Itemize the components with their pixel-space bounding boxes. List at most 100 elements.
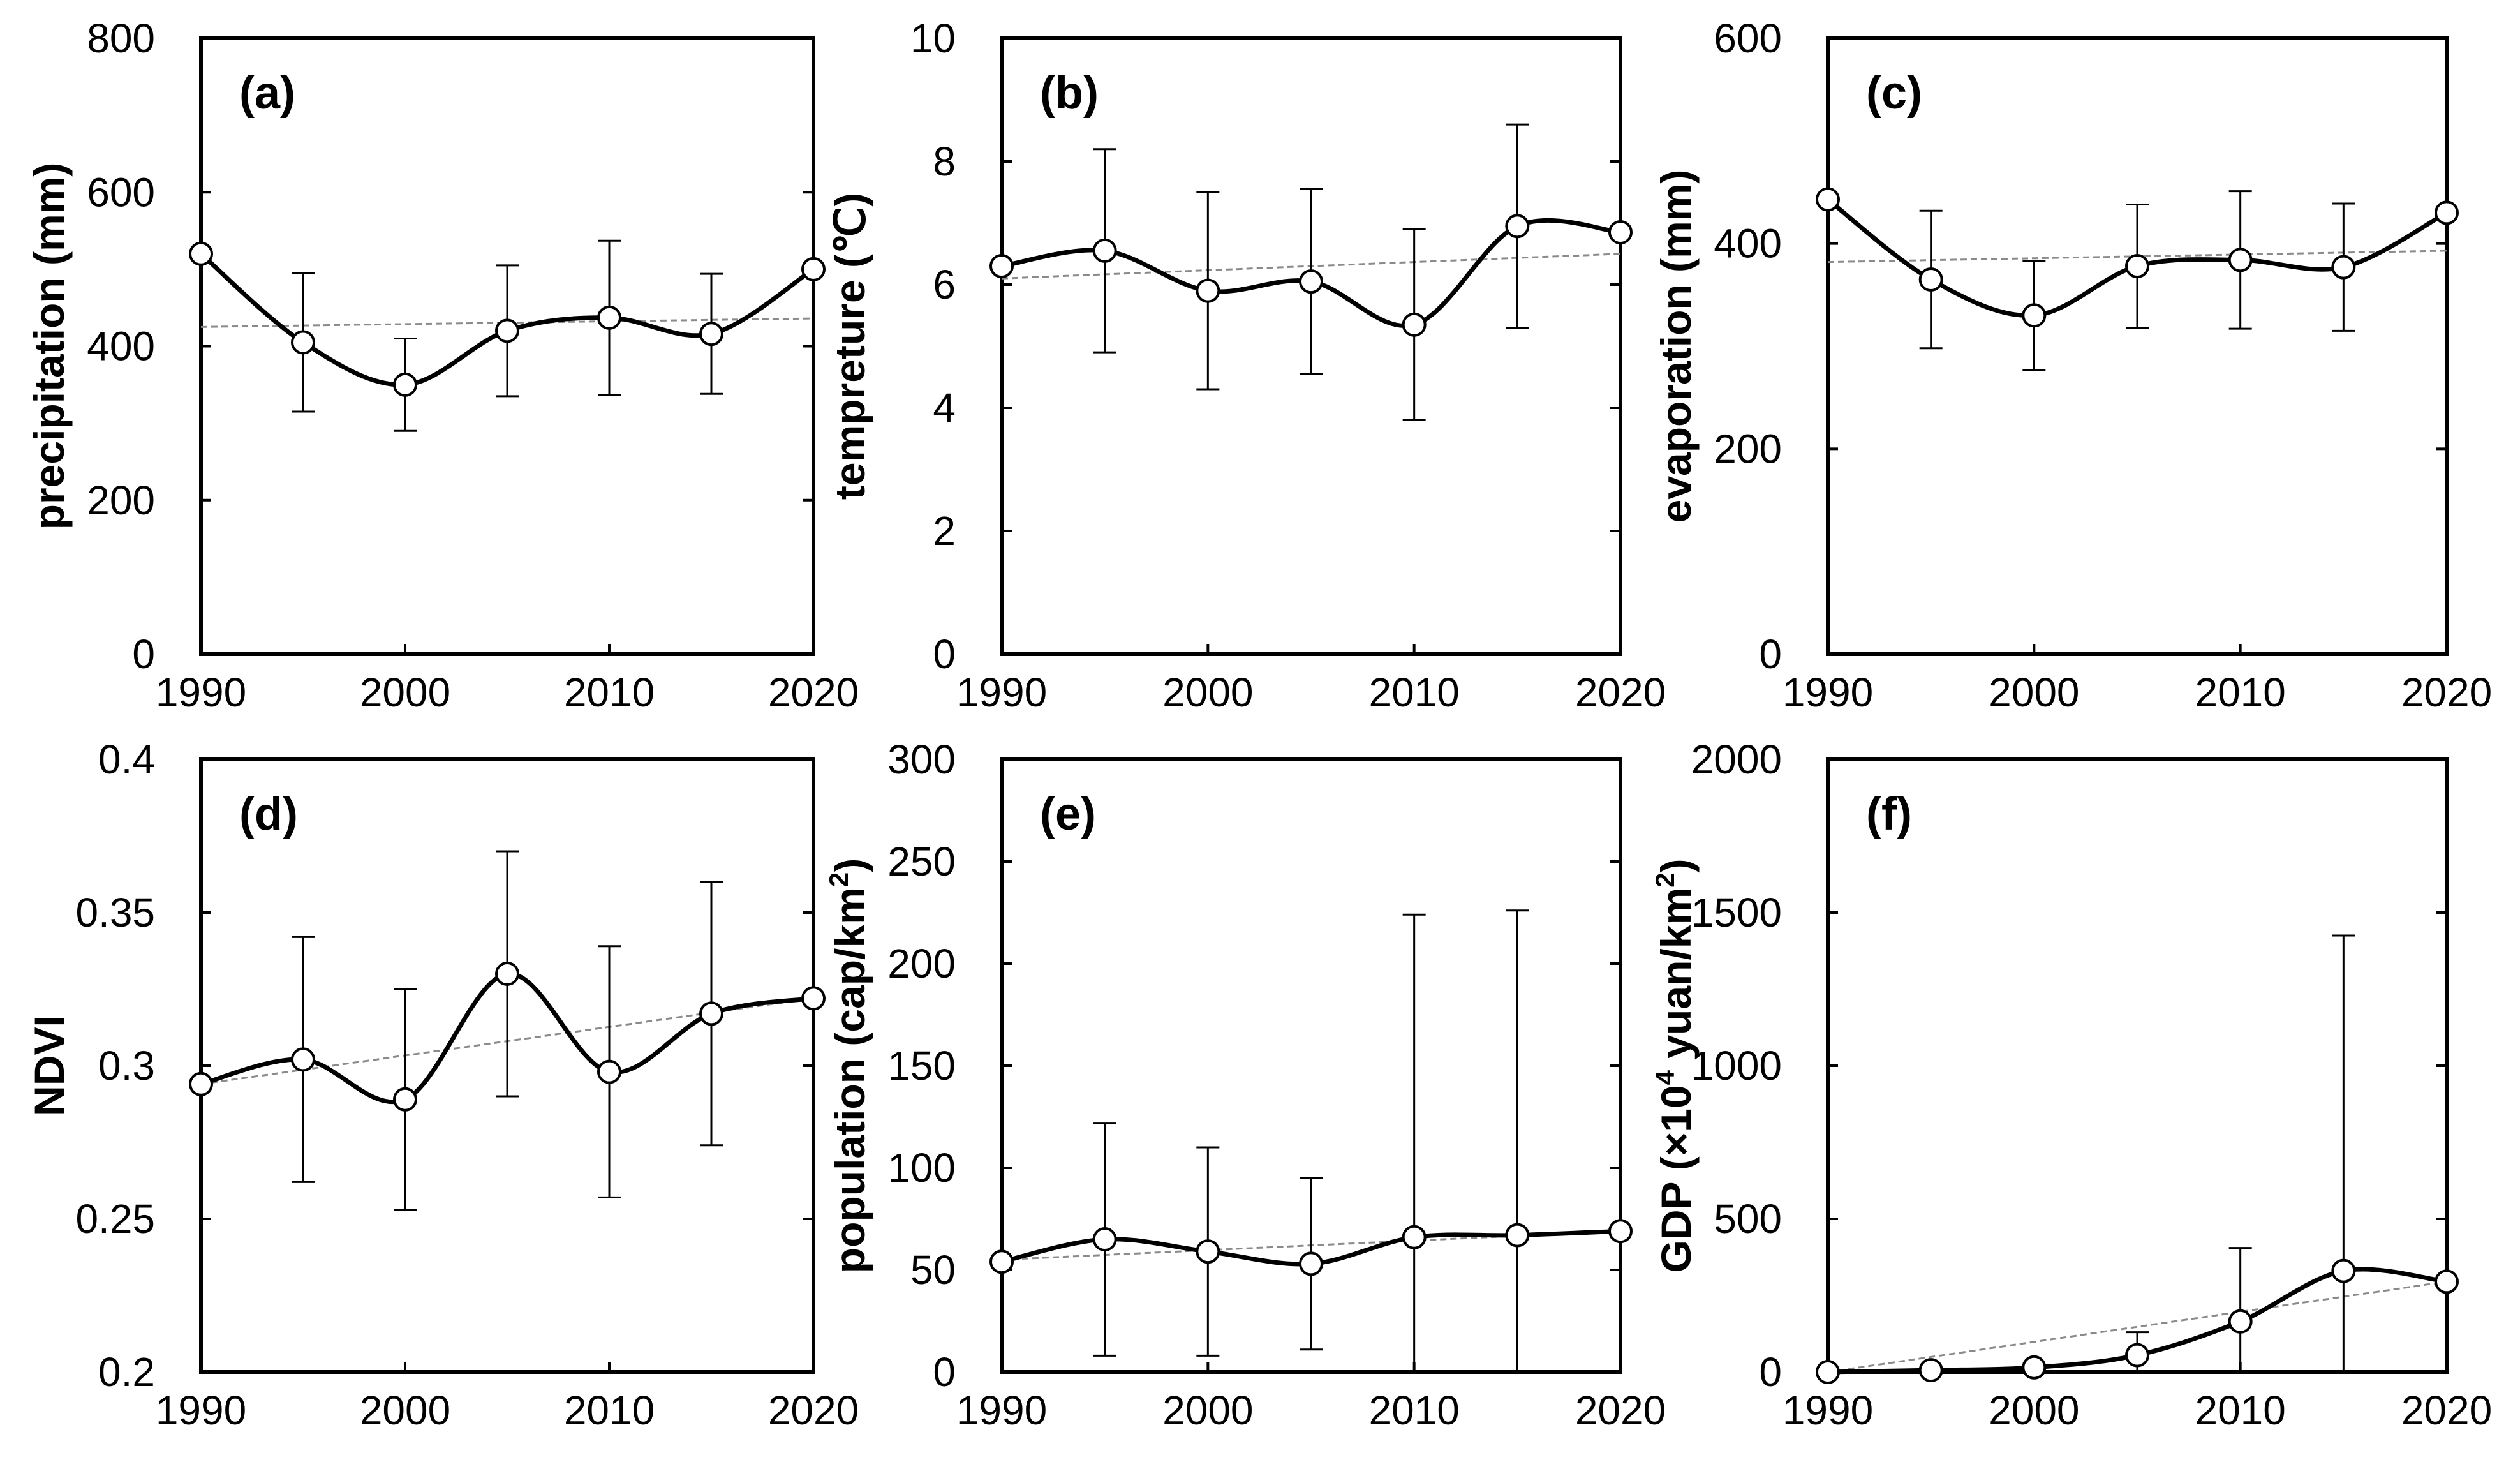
y-tick-label: 50 xyxy=(910,1247,956,1293)
x-tick-label: 2020 xyxy=(2401,1387,2492,1433)
y-tick-label: 2 xyxy=(933,508,956,554)
data-point xyxy=(2228,248,2253,272)
x-tick-label: 2000 xyxy=(360,1387,450,1433)
y-tick-label: 6 xyxy=(933,262,956,308)
y-tick-label: 100 xyxy=(887,1145,956,1191)
data-point xyxy=(699,322,723,347)
y-tick-label: 600 xyxy=(1714,15,1782,61)
y-tick-label: 800 xyxy=(87,15,155,61)
y-tick-label: 600 xyxy=(87,169,155,215)
data-point xyxy=(1816,1360,1840,1384)
data-point xyxy=(2228,1309,2253,1334)
panel-c: 0 200 400 600 1990 2000 2010 2020 evaporation (m… xyxy=(1652,15,2492,715)
x-tick-label: 1990 xyxy=(956,669,1047,715)
x-tick-label: 1990 xyxy=(956,1387,1047,1433)
x-tick-label: 1990 xyxy=(1783,669,1873,715)
panel-b: 0 2 4 6 8 10 1990 2000 2010 2020 tempreture (℃) (b) xyxy=(826,15,1666,715)
data-point xyxy=(597,1059,621,1084)
data-point xyxy=(1196,278,1220,303)
data-point xyxy=(989,1249,1014,1274)
y-tick-label: 0.4 xyxy=(98,736,155,782)
y-tick-label: 150 xyxy=(887,1043,956,1089)
y-tick-label: 0.35 xyxy=(75,890,155,936)
data-point xyxy=(801,257,826,281)
x-tick-label: 2020 xyxy=(768,669,859,715)
data-point xyxy=(1505,214,1530,239)
data-point xyxy=(801,986,826,1011)
x-tick-label: 2020 xyxy=(1575,669,1666,715)
data-point xyxy=(2331,255,2356,280)
y-tick-label: 200 xyxy=(87,477,155,523)
panel-label: (b) xyxy=(1040,68,1099,119)
y-tick-label: 250 xyxy=(887,839,956,884)
plot-frame xyxy=(1000,36,1622,656)
data-point xyxy=(1505,1223,1530,1248)
y-axis-title-sup: 2 xyxy=(824,872,854,887)
data-point xyxy=(189,241,213,266)
x-tick-label: 2010 xyxy=(2195,1387,2285,1433)
x-tick-label: 2010 xyxy=(1368,1387,1459,1433)
panel-d: 0.2 0.25 0.3 0.35 0.4 1990 2000 2010 2020 NDVI (d) xyxy=(26,736,859,1433)
panel-label: (d) xyxy=(239,789,298,840)
y-axis-title-end: ) xyxy=(1652,859,1700,873)
panel-label: (e) xyxy=(1040,789,1096,840)
x-tick-label: 2000 xyxy=(1989,1387,2079,1433)
y-tick-label: 200 xyxy=(1714,426,1782,472)
y-axis-title: population (cap/km2) xyxy=(824,858,873,1273)
y-tick-label: 500 xyxy=(1714,1196,1782,1242)
data-point xyxy=(699,1001,723,1026)
x-tick-label: 2010 xyxy=(564,669,655,715)
y-tick-label: 0 xyxy=(1759,1349,1782,1395)
x-tick-label: 1990 xyxy=(156,669,246,715)
data-point xyxy=(1402,312,1427,337)
data-point xyxy=(291,1047,315,1072)
data-point xyxy=(1196,1239,1220,1264)
y-tick-label: 0 xyxy=(933,1349,956,1395)
y-axis-title-sup2: 2 xyxy=(1650,873,1680,888)
y-tick-label: 0 xyxy=(132,631,155,677)
y-axis-title-main: population (cap/km xyxy=(826,887,873,1273)
data-point xyxy=(2435,1269,2459,1294)
panel-a: 0 200 400 600 800 1990 2000 2010 2020 precipitati… xyxy=(26,15,859,715)
panel-label: (f) xyxy=(1866,789,1912,840)
data-point xyxy=(1299,1251,1323,1276)
data-point xyxy=(2022,1355,2047,1380)
x-tick-label: 2000 xyxy=(1162,669,1253,715)
y-tick-label: 4 xyxy=(933,385,956,431)
y-axis-title: precipitation (mm) xyxy=(26,163,73,530)
data-point xyxy=(393,1087,417,1112)
y-axis-title-main: GDP (×10 xyxy=(1652,1085,1700,1272)
y-axis-title-mid: yuan/km xyxy=(1652,888,1700,1070)
x-tick-label: 2020 xyxy=(2401,669,2492,715)
panel-f: 0 500 1000 1500 2000 1990 2000 2010 2020 GDP (×10… xyxy=(1650,736,2492,1433)
x-tick-label: 1990 xyxy=(1783,1387,1873,1433)
data-point xyxy=(1299,269,1323,294)
x-tick-label: 2000 xyxy=(1989,669,2079,715)
y-tick-label: 8 xyxy=(933,138,956,184)
y-tick-label: 0.3 xyxy=(98,1043,155,1089)
data-point xyxy=(495,962,519,986)
y-tick-label: 300 xyxy=(887,736,956,782)
x-tick-label: 2010 xyxy=(2195,669,2285,715)
y-tick-label: 1500 xyxy=(1691,890,1782,936)
y-axis-title: evaporation (mm) xyxy=(1652,170,1700,523)
data-point xyxy=(291,330,315,355)
x-tick-label: 2000 xyxy=(360,669,450,715)
data-point xyxy=(393,372,417,397)
x-tick-label: 2010 xyxy=(564,1387,655,1433)
x-tick-label: 2020 xyxy=(768,1387,859,1433)
plot-frame xyxy=(1826,757,2449,1374)
panel-label: (a) xyxy=(239,68,295,119)
panel-label: (c) xyxy=(1866,68,1922,119)
y-tick-label: 0 xyxy=(1759,631,1782,677)
y-tick-label: 0 xyxy=(933,631,956,677)
panel-e: 0 50 100 150 200 250 300 1990 2000 2010 2020 popula… xyxy=(824,736,1666,1433)
y-tick-label: 200 xyxy=(887,941,956,987)
data-point xyxy=(1402,1225,1427,1249)
data-point xyxy=(2125,254,2149,279)
data-point xyxy=(1092,238,1117,263)
y-axis-title: tempreture (℃) xyxy=(826,193,873,500)
x-tick-label: 2000 xyxy=(1162,1387,1253,1433)
data-point xyxy=(189,1071,213,1096)
